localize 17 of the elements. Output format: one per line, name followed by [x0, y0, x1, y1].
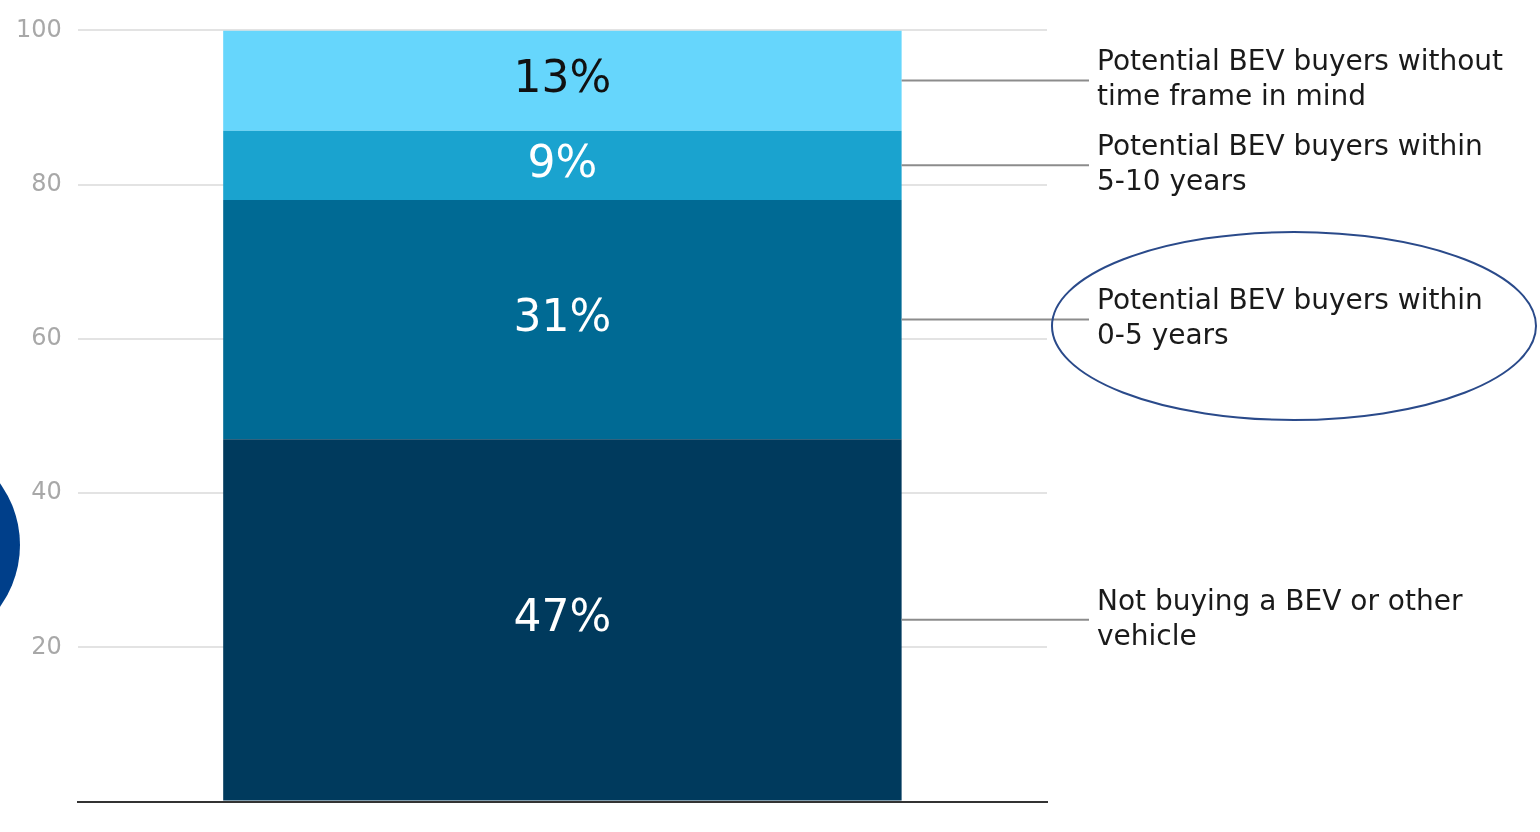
text: Potential BEV buyers without time frame in mind	[1097, 44, 1504, 113]
data-label: 31%	[513, 290, 612, 342]
y-tick-label: 100	[16, 14, 62, 43]
bar	[223, 200, 902, 440]
text: Not buying a BEV or other vehicle	[1097, 583, 1463, 652]
text: Potential BEV buyers within 0-5 years	[1097, 283, 1483, 352]
y-tick-label: 20	[31, 631, 62, 660]
text: Potential BEV buyers within 5-10 years	[1097, 129, 1483, 198]
bar	[223, 439, 902, 801]
data-label: 13%	[513, 50, 612, 102]
y-tick-label: 40	[31, 477, 62, 506]
y-tick-label: 60	[31, 323, 62, 352]
y-tick-label: 80	[31, 168, 62, 197]
bar	[223, 130, 902, 201]
data-label: 9%	[527, 135, 598, 187]
bar	[223, 30, 902, 131]
data-label: 47%	[513, 590, 612, 642]
